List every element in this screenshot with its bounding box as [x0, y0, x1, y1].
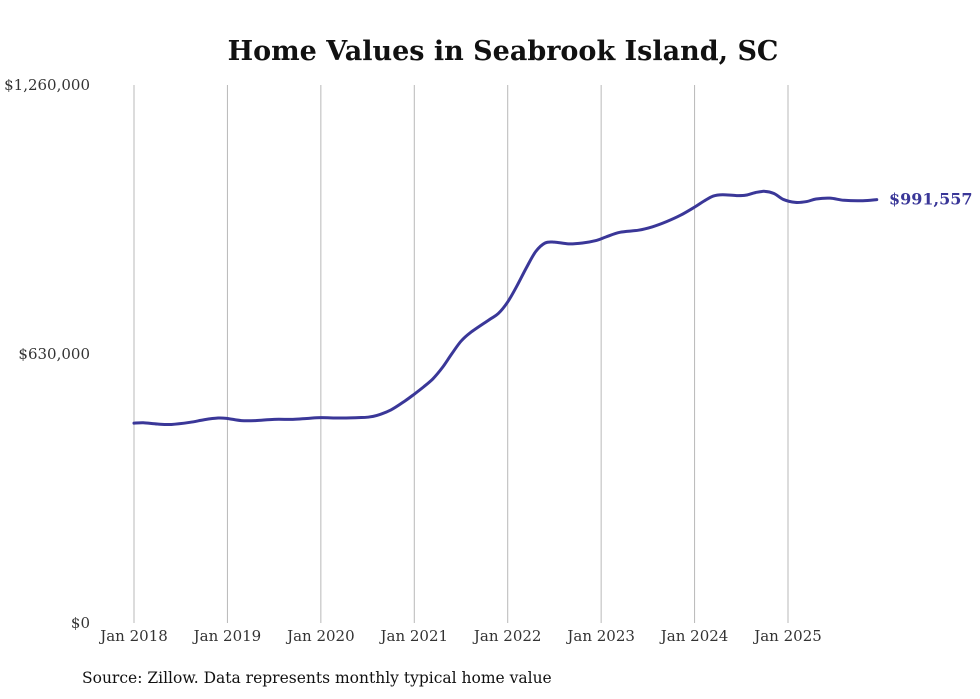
x-tick-label: Jan 2023	[565, 627, 635, 645]
end-value-label: $991,557	[889, 190, 973, 209]
y-tick-label: $1,260,000	[4, 76, 90, 94]
y-tick-label: $0	[71, 614, 90, 632]
x-tick-label: Jan 2020	[285, 627, 355, 645]
x-tick-label: Jan 2019	[192, 627, 262, 645]
source-note: Source: Zillow. Data represents monthly …	[82, 669, 552, 687]
x-tick-label: Jan 2022	[472, 627, 542, 645]
x-axis-ticks: Jan 2018 Jan 2019 Jan 2020 Jan 2021 Jan 2022…	[98, 627, 822, 645]
series-layer	[132, 189, 879, 427]
x-tick-label: Jan 2018	[98, 627, 168, 645]
series-line	[132, 189, 879, 427]
x-tick-label: Jan 2025	[752, 627, 822, 645]
grid-layer	[133, 85, 789, 623]
x-tick-label: Jan 2024	[659, 627, 729, 645]
y-tick-label: $630,000	[18, 345, 90, 363]
chart-title: Home Values in Seabrook Island, SC	[228, 36, 779, 67]
y-axis-ticks: $0 $630,000 $1,260,000	[4, 76, 90, 632]
x-tick-label: Jan 2021	[379, 627, 449, 645]
